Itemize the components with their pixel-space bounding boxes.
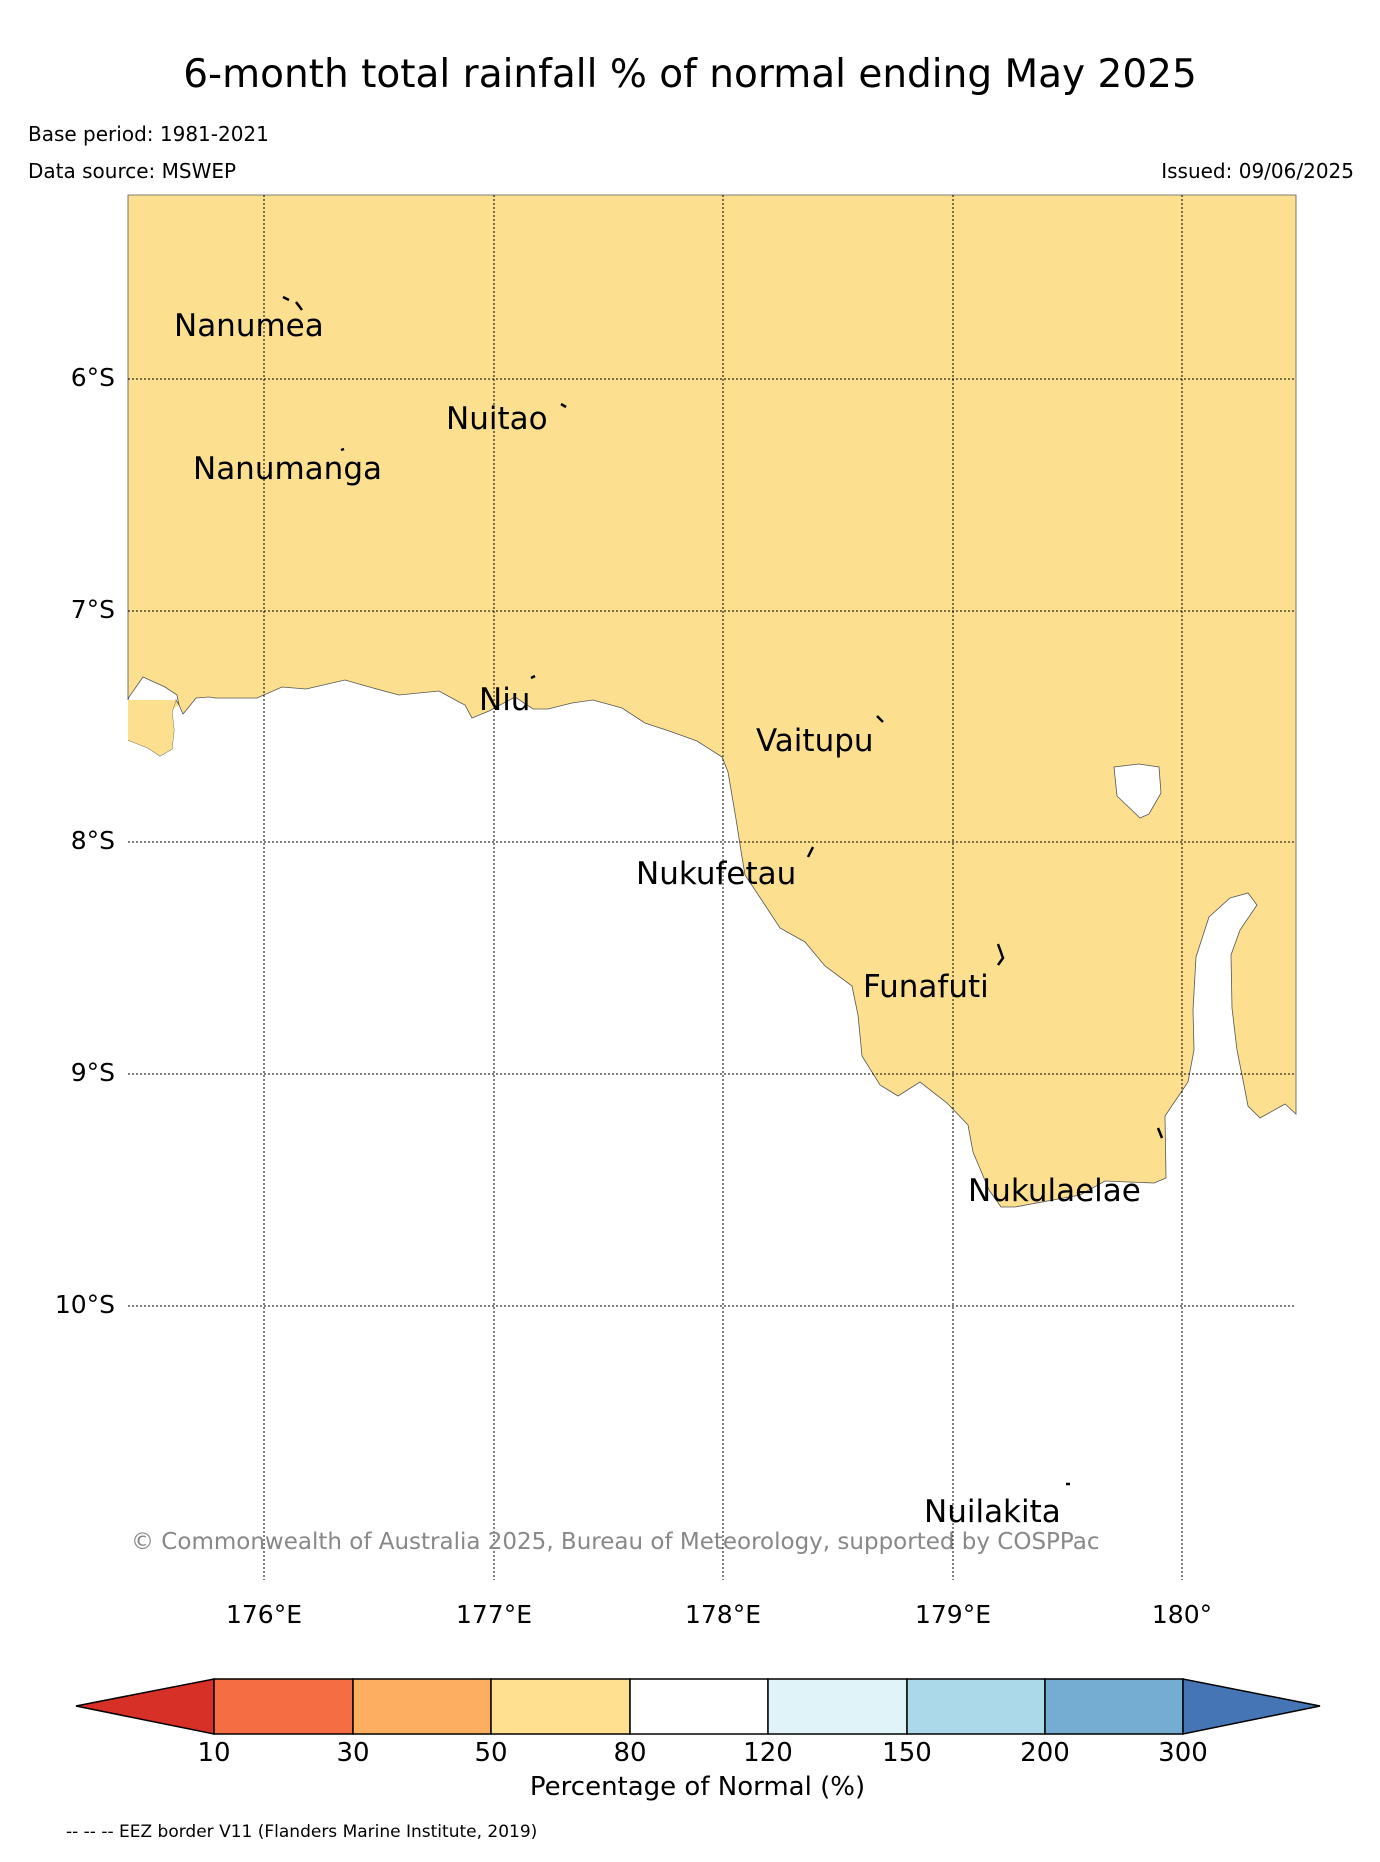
colorbar-tick-200: 200 bbox=[1020, 1738, 1070, 1768]
island-label-nanumanga: Nanumanga bbox=[193, 451, 382, 487]
island-label-nuitao: Nuitao bbox=[446, 401, 548, 437]
colorbar-extend-low bbox=[75, 1678, 215, 1735]
island-label-niu: Niu bbox=[479, 682, 530, 718]
island-mark-vaitupu bbox=[876, 715, 884, 723]
lat-label-9s: 9°S bbox=[70, 1058, 115, 1087]
gridlines bbox=[128, 195, 1296, 1580]
colorbar bbox=[75, 1678, 1321, 1735]
copyright-text: © Commonwealth of Australia 2025, Bureau… bbox=[131, 1529, 1100, 1555]
lon-label-178e: 178°E bbox=[684, 1600, 761, 1629]
island-label-nanumea: Nanumea bbox=[174, 308, 324, 344]
colorbar-extend-high bbox=[1182, 1678, 1321, 1735]
island-mark-nukulaelae bbox=[1156, 1127, 1164, 1139]
colorbar-tick-150: 150 bbox=[882, 1738, 932, 1768]
island-mark-funafuti bbox=[996, 943, 1005, 966]
colorbar-bin-10-30 bbox=[213, 1678, 354, 1735]
lon-label-177e: 177°E bbox=[455, 1600, 532, 1629]
colorbar-bin-200-300 bbox=[1044, 1678, 1184, 1735]
island-marks bbox=[282, 295, 1164, 1486]
island-label-nukufetau: Nukufetau bbox=[636, 856, 796, 892]
colorbar-bin-30-50 bbox=[352, 1678, 492, 1735]
island-label-funafuti: Funafuti bbox=[863, 969, 989, 1005]
island-mark-nanumanga bbox=[340, 447, 345, 452]
lat-label-8s: 8°S bbox=[70, 826, 115, 855]
island-label-nuilakita: Nuilakita bbox=[924, 1494, 1061, 1530]
lat-label-10s: 10°S bbox=[54, 1290, 115, 1319]
island-mark-niu bbox=[530, 674, 536, 680]
colorbar-tick-50: 50 bbox=[474, 1738, 508, 1768]
colorbar-tick-300: 300 bbox=[1158, 1738, 1208, 1768]
lon-label-180: 180° bbox=[1151, 1600, 1213, 1629]
issued-date: Issued: 09/06/2025 bbox=[1161, 159, 1354, 183]
lon-label-176e: 176°E bbox=[225, 1600, 302, 1629]
coast-fill-left bbox=[128, 700, 176, 756]
colorbar-title: Percentage of Normal (%) bbox=[529, 1772, 866, 1802]
island-label-vaitupu: Vaitupu bbox=[756, 723, 874, 759]
map-title: 6-month total rainfall % of normal endin… bbox=[183, 52, 1197, 97]
colorbar-bin-80-120 bbox=[629, 1678, 769, 1735]
island-mark-nukufetau bbox=[806, 846, 815, 858]
colorbar-bin-50-80 bbox=[490, 1678, 631, 1735]
lat-label-6s: 6°S bbox=[70, 363, 115, 392]
island-label-nukulaelae: Nukulaelae bbox=[968, 1173, 1141, 1209]
colorbar-tick-80: 80 bbox=[613, 1738, 647, 1768]
colorbar-bin-120-150 bbox=[767, 1678, 908, 1735]
lat-label-7s: 7°S bbox=[70, 595, 115, 624]
colorbar-tick-30: 30 bbox=[336, 1738, 370, 1768]
base-period: Base period: 1981-2021 bbox=[28, 122, 269, 146]
lon-label-179e: 179°E bbox=[914, 1600, 991, 1629]
colorbar-bin-150-200 bbox=[906, 1678, 1046, 1735]
colorbar-tick-120: 120 bbox=[743, 1738, 793, 1768]
colorbar-tick-10: 10 bbox=[197, 1738, 231, 1768]
data-source: Data source: MSWEP bbox=[28, 159, 237, 183]
island-mark-nanumea bbox=[282, 295, 303, 311]
island-mark-nuitao bbox=[560, 402, 567, 409]
eez-footnote: -- -- -- EEZ border V11 (Flanders Marine… bbox=[66, 1822, 538, 1842]
rainfall-region-50-80 bbox=[127, 194, 1297, 1208]
